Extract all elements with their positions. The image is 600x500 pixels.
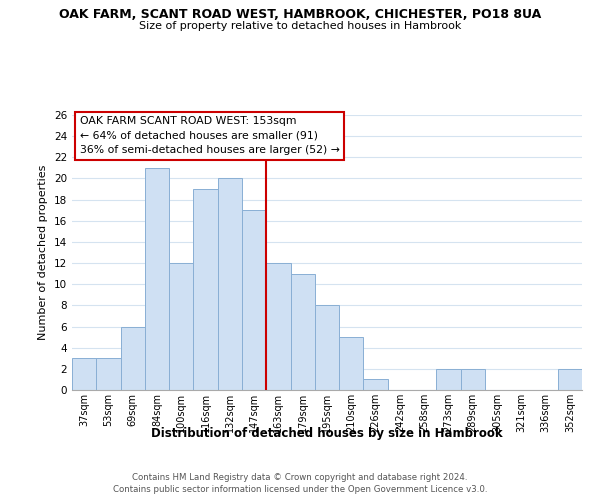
Text: Size of property relative to detached houses in Hambrook: Size of property relative to detached ho… bbox=[139, 21, 461, 31]
Bar bbox=[121, 326, 145, 390]
Bar bbox=[72, 358, 96, 390]
Text: Distribution of detached houses by size in Hambrook: Distribution of detached houses by size … bbox=[151, 428, 503, 440]
Bar bbox=[218, 178, 242, 390]
Text: Contains HM Land Registry data © Crown copyright and database right 2024.: Contains HM Land Registry data © Crown c… bbox=[132, 472, 468, 482]
Bar bbox=[266, 263, 290, 390]
Bar bbox=[339, 337, 364, 390]
Bar bbox=[315, 306, 339, 390]
Bar bbox=[242, 210, 266, 390]
Text: OAK FARM, SCANT ROAD WEST, HAMBROOK, CHICHESTER, PO18 8UA: OAK FARM, SCANT ROAD WEST, HAMBROOK, CHI… bbox=[59, 8, 541, 20]
Bar bbox=[169, 263, 193, 390]
Text: Contains public sector information licensed under the Open Government Licence v3: Contains public sector information licen… bbox=[113, 485, 487, 494]
Bar bbox=[290, 274, 315, 390]
Bar bbox=[461, 369, 485, 390]
Bar bbox=[558, 369, 582, 390]
Bar bbox=[96, 358, 121, 390]
Bar bbox=[145, 168, 169, 390]
Bar bbox=[193, 189, 218, 390]
Text: OAK FARM SCANT ROAD WEST: 153sqm
← 64% of detached houses are smaller (91)
36% o: OAK FARM SCANT ROAD WEST: 153sqm ← 64% o… bbox=[80, 116, 340, 155]
Bar bbox=[436, 369, 461, 390]
Bar bbox=[364, 380, 388, 390]
Y-axis label: Number of detached properties: Number of detached properties bbox=[38, 165, 49, 340]
